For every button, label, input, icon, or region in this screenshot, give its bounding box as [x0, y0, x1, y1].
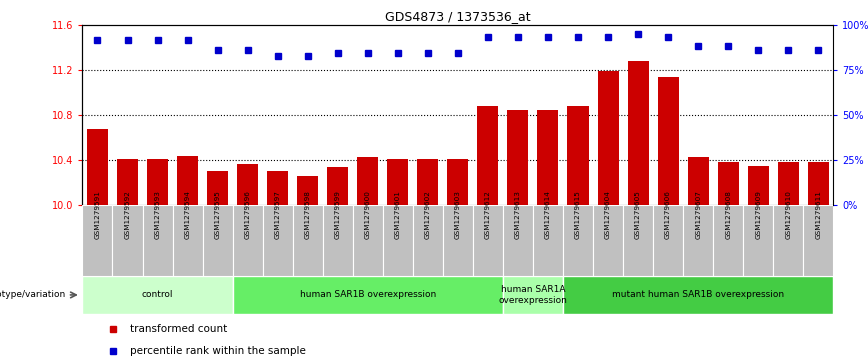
- Bar: [628, 61, 648, 205]
- Bar: [82, 276, 233, 314]
- Bar: [623, 205, 653, 276]
- Text: GSM1279602: GSM1279602: [424, 190, 431, 239]
- Text: GSM1279600: GSM1279600: [365, 190, 371, 239]
- Text: GSM1279593: GSM1279593: [155, 190, 161, 239]
- Text: GSM1279615: GSM1279615: [575, 190, 581, 239]
- Bar: [358, 157, 378, 205]
- Bar: [653, 205, 683, 276]
- Bar: [267, 171, 288, 205]
- Bar: [413, 205, 443, 276]
- Text: GSM1279609: GSM1279609: [755, 190, 761, 239]
- Text: GSM1279599: GSM1279599: [335, 190, 341, 239]
- Bar: [387, 159, 408, 205]
- Bar: [687, 157, 708, 205]
- Text: human SAR1B overexpression: human SAR1B overexpression: [299, 290, 436, 299]
- Bar: [477, 106, 498, 205]
- Text: GSM1279594: GSM1279594: [185, 190, 191, 239]
- Bar: [773, 205, 803, 276]
- Text: GSM1279592: GSM1279592: [124, 190, 130, 239]
- Bar: [658, 77, 679, 205]
- Bar: [597, 72, 619, 205]
- Bar: [447, 159, 469, 205]
- Bar: [233, 205, 263, 276]
- Bar: [563, 276, 833, 314]
- Text: GSM1279606: GSM1279606: [665, 190, 671, 239]
- Text: GSM1279591: GSM1279591: [95, 190, 101, 239]
- Bar: [808, 162, 829, 205]
- Text: GSM1279595: GSM1279595: [214, 190, 220, 239]
- Bar: [533, 205, 563, 276]
- Text: GSM1279611: GSM1279611: [815, 190, 821, 239]
- Bar: [207, 171, 228, 205]
- Bar: [503, 276, 563, 314]
- Bar: [263, 205, 293, 276]
- Text: GSM1279613: GSM1279613: [515, 190, 521, 239]
- Text: GSM1279607: GSM1279607: [695, 190, 701, 239]
- Bar: [568, 106, 589, 205]
- Bar: [563, 205, 593, 276]
- Bar: [713, 205, 743, 276]
- Text: transformed count: transformed count: [130, 324, 227, 334]
- Text: GSM1279612: GSM1279612: [485, 190, 491, 239]
- Text: GSM1279608: GSM1279608: [725, 190, 731, 239]
- Bar: [147, 159, 168, 205]
- Bar: [117, 159, 138, 205]
- Text: GSM1279604: GSM1279604: [605, 190, 611, 239]
- Bar: [327, 167, 348, 205]
- Bar: [778, 162, 799, 205]
- Bar: [82, 205, 113, 276]
- Text: GSM1279605: GSM1279605: [635, 190, 641, 239]
- Bar: [593, 205, 623, 276]
- Bar: [142, 205, 173, 276]
- Text: GSM1279598: GSM1279598: [305, 190, 311, 239]
- Bar: [177, 156, 198, 205]
- Text: GSM1279603: GSM1279603: [455, 190, 461, 239]
- Bar: [683, 205, 713, 276]
- Bar: [443, 205, 473, 276]
- Bar: [418, 159, 438, 205]
- Text: genotype/variation: genotype/variation: [0, 290, 66, 299]
- Bar: [113, 205, 142, 276]
- Bar: [352, 205, 383, 276]
- Title: GDS4873 / 1373536_at: GDS4873 / 1373536_at: [385, 10, 530, 23]
- Bar: [508, 110, 529, 205]
- Text: GSM1279614: GSM1279614: [545, 190, 551, 239]
- Bar: [323, 205, 352, 276]
- Bar: [537, 110, 558, 205]
- Text: GSM1279610: GSM1279610: [786, 190, 792, 239]
- Bar: [87, 129, 108, 205]
- Bar: [747, 166, 769, 205]
- Text: GSM1279597: GSM1279597: [274, 190, 280, 239]
- Bar: [237, 164, 258, 205]
- Bar: [202, 205, 233, 276]
- Bar: [297, 176, 319, 205]
- Text: GSM1279601: GSM1279601: [395, 190, 401, 239]
- Text: percentile rank within the sample: percentile rank within the sample: [130, 346, 306, 356]
- Bar: [173, 205, 202, 276]
- Bar: [503, 205, 533, 276]
- Bar: [473, 205, 503, 276]
- Bar: [233, 276, 503, 314]
- Text: human SAR1A
overexpression: human SAR1A overexpression: [498, 285, 568, 305]
- Text: control: control: [141, 290, 174, 299]
- Text: mutant human SAR1B overexpression: mutant human SAR1B overexpression: [612, 290, 784, 299]
- Bar: [293, 205, 323, 276]
- Bar: [383, 205, 413, 276]
- Bar: [803, 205, 833, 276]
- Text: GSM1279596: GSM1279596: [245, 190, 251, 239]
- Bar: [743, 205, 773, 276]
- Bar: [718, 162, 739, 205]
